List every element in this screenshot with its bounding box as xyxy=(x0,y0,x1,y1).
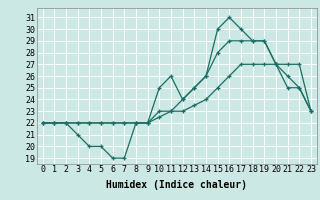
X-axis label: Humidex (Indice chaleur): Humidex (Indice chaleur) xyxy=(106,180,247,190)
